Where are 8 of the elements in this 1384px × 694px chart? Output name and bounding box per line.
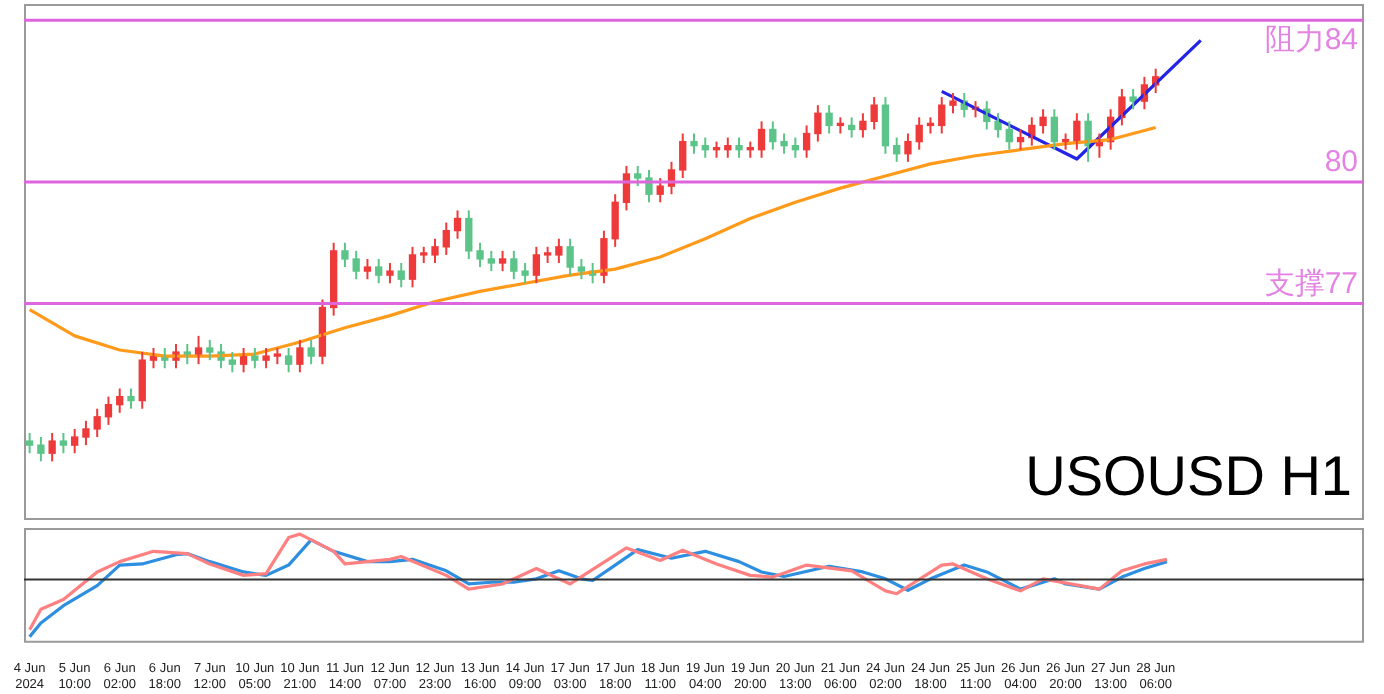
annotation: USOUSD H1 <box>1025 445 1352 508</box>
ref-line-label: 支撑77 <box>1264 266 1358 301</box>
candlestick <box>386 262 394 285</box>
ref-line-label: 80 <box>1324 145 1358 180</box>
candlestick <box>521 262 529 285</box>
candlestick <box>262 347 270 370</box>
ref-line-label: 阻力84 <box>1264 23 1358 58</box>
candlestick <box>949 92 957 115</box>
